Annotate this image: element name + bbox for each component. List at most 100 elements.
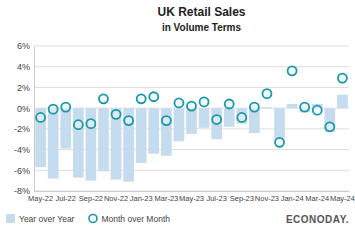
point [300, 103, 309, 112]
x-tick: Nov-22 [104, 191, 128, 203]
bar [123, 108, 134, 182]
x-tick: Jan-23 [130, 191, 153, 203]
point [262, 89, 271, 98]
x-tick-label: Mar-24 [305, 194, 329, 203]
x-tick-label: Mar-23 [154, 194, 178, 203]
point [124, 116, 133, 125]
x-tick-label: Nov-22 [104, 194, 128, 203]
source-logo: ECONODAY. [286, 214, 349, 225]
x-tick-label: Sep-22 [79, 194, 103, 203]
point [61, 103, 70, 112]
x-tick: Mar-23 [154, 191, 178, 203]
y-tick: 6% [17, 41, 34, 51]
point [99, 94, 108, 103]
x-axis-line [35, 191, 350, 192]
bar [337, 95, 348, 108]
bar [274, 108, 285, 139]
legend-label: Year over Year [19, 214, 75, 224]
marks [35, 66, 347, 181]
x-tick-label: Jan-24 [281, 194, 304, 203]
x-tick-label: Nov-23 [255, 194, 279, 203]
bar [60, 108, 71, 148]
bar [324, 108, 335, 132]
point [250, 103, 259, 112]
x-tick: May-24 [330, 191, 355, 203]
x-tick: May-22 [28, 191, 53, 203]
point [212, 115, 221, 124]
point [237, 113, 246, 122]
legend-swatch [89, 215, 97, 223]
y-tick: -2% [14, 124, 34, 134]
x-tick-label: Jul-22 [56, 194, 76, 203]
y-tick-label: 2% [17, 83, 30, 93]
x-tick: Jul-22 [56, 191, 76, 203]
point [74, 120, 83, 129]
y-tick-label: -6% [14, 166, 30, 176]
point [338, 74, 347, 83]
bar [148, 108, 159, 154]
point [275, 138, 284, 147]
x-tick-label: May-22 [28, 194, 53, 203]
bar [136, 108, 147, 163]
bar [199, 108, 210, 128]
y-tick: -4% [14, 145, 34, 155]
legend-label: Month over Month [101, 214, 170, 224]
y-tick: 4% [17, 62, 34, 72]
x-axis: May-22Jul-22Sep-22Nov-22Jan-23Mar-23May-… [28, 191, 355, 203]
point [36, 113, 45, 122]
series-1 [36, 66, 347, 146]
grid [34, 46, 349, 191]
y-tick-label: -2% [14, 124, 30, 134]
grid-line [34, 66, 349, 67]
bar [98, 108, 109, 171]
y-tick-label: -4% [14, 145, 30, 155]
x-tick-label: May-23 [179, 194, 204, 203]
legend: Year over Year Month over Month [6, 214, 170, 224]
bar [174, 108, 185, 141]
bar [35, 108, 46, 167]
legend-swatch [6, 214, 15, 223]
point [174, 98, 183, 107]
x-tick-label: Jan-23 [130, 194, 153, 203]
x-tick: Jan-24 [281, 191, 304, 203]
y-tick-label: 0% [17, 104, 30, 114]
bar [236, 108, 247, 124]
legend-item: Year over Year [6, 214, 75, 224]
point [149, 92, 158, 101]
plot: -8%-6%-4%-2%0%2%4%6%May-22Jul-22Sep-22No… [14, 41, 355, 203]
point [225, 100, 234, 109]
y-tick: 0% [17, 104, 34, 114]
title: UK Retail Sales [157, 5, 245, 19]
y-tick-label: 4% [17, 62, 30, 72]
x-tick: Sep-23 [230, 191, 254, 203]
legend-item: Month over Month [89, 214, 170, 224]
point [187, 102, 196, 111]
x-tick-label: Sep-23 [230, 194, 254, 203]
grid-line [34, 191, 349, 192]
y-axis: -8%-6%-4%-2%0%2%4%6% [14, 41, 35, 196]
x-tick: Nov-23 [255, 191, 279, 203]
x-tick: May-23 [179, 191, 204, 203]
y-tick-label: 6% [17, 41, 30, 51]
x-tick: Jul-23 [206, 191, 226, 203]
y-tick: -6% [14, 166, 34, 176]
y-axis-line [34, 47, 35, 192]
point [137, 94, 146, 103]
point [200, 97, 209, 106]
point [112, 110, 121, 119]
x-tick-label: Jul-23 [206, 194, 226, 203]
x-tick: Sep-22 [79, 191, 103, 203]
bar [161, 108, 172, 156]
grid-line [34, 46, 349, 47]
point [325, 122, 334, 131]
bar [48, 108, 59, 178]
bar [262, 107, 273, 108]
bar [287, 104, 298, 108]
point [313, 106, 322, 115]
x-tick: Mar-24 [305, 191, 329, 203]
y-tick: 2% [17, 83, 34, 93]
point [86, 119, 95, 128]
grid-line [34, 87, 349, 88]
bar [86, 108, 97, 181]
bar [73, 108, 84, 177]
